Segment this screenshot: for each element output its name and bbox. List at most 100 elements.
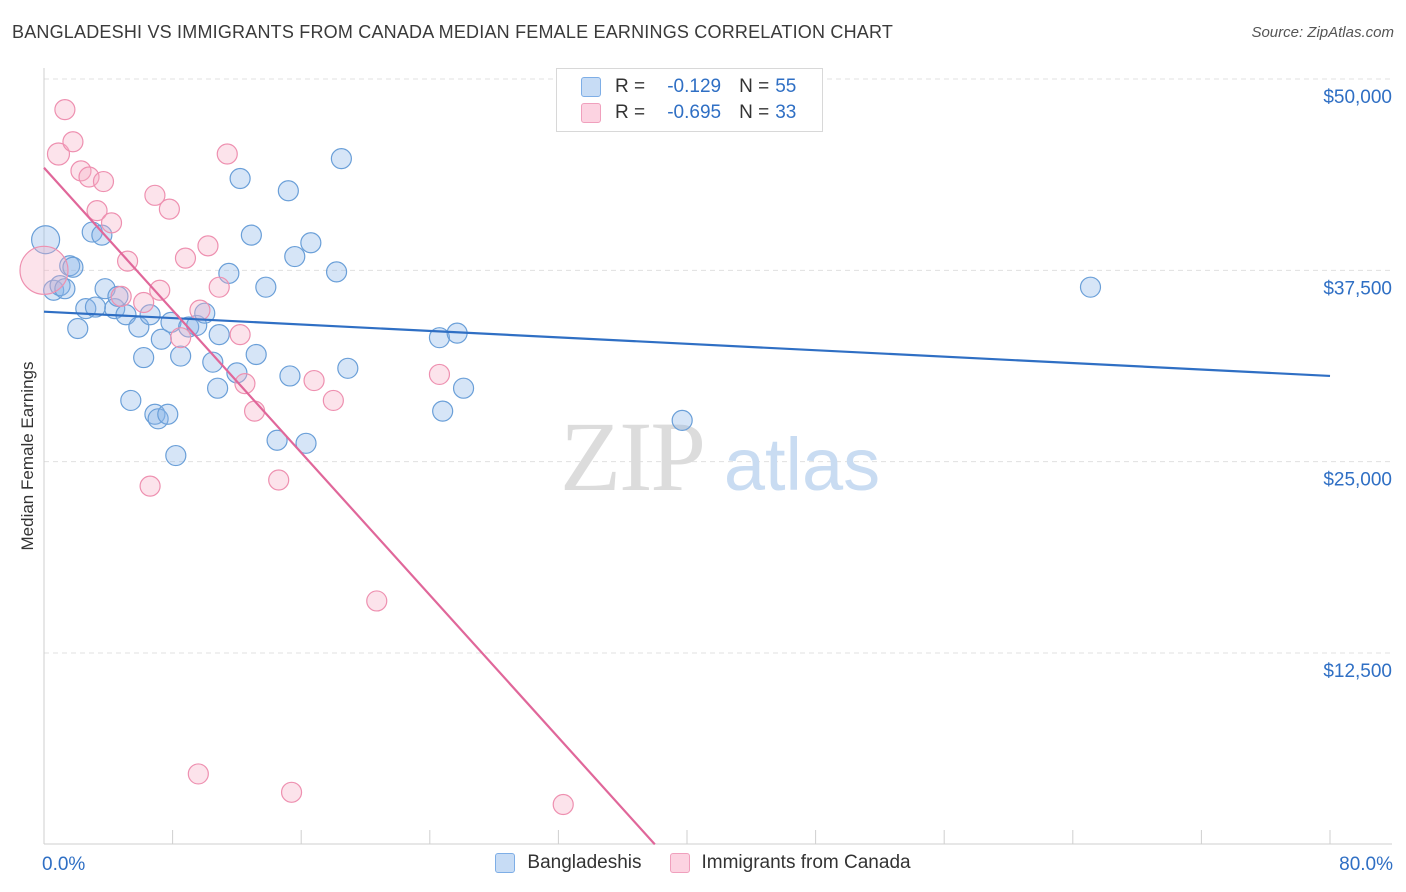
immigrants-point	[552, 793, 574, 816]
immigrants-point	[170, 327, 192, 349]
immigrants-point	[174, 247, 197, 269]
bangladeshis-point	[139, 304, 161, 326]
bangladeshis-point	[170, 345, 192, 367]
legend-label: Bangladeshis	[527, 852, 642, 873]
stats-legend: R = -0.129 N = 55 R = -0.695 N = 33	[556, 68, 823, 132]
bangladeshis-point	[337, 357, 359, 379]
bangladeshis-point	[202, 351, 224, 373]
bangladeshis-point	[671, 409, 693, 431]
immigrants-point	[46, 142, 71, 166]
immigrants-point	[133, 291, 155, 314]
immigrants-point	[92, 170, 115, 193]
bangladeshis-point	[229, 167, 251, 190]
legend-item-immigrants-from-canada: Immigrants from Canada	[669, 852, 911, 874]
r-value: -0.129	[667, 76, 722, 97]
immigrants-point	[243, 400, 266, 422]
bangladeshis-point	[1079, 276, 1102, 298]
bangladeshis-point	[325, 261, 348, 283]
bangladeshis-point	[277, 180, 299, 202]
immigrants-point	[197, 235, 219, 257]
n-label: N =	[739, 102, 770, 123]
tick-labels: $12,500 $25,000 $37,500 $50,000 0.0% 80.0%	[42, 87, 1393, 875]
immigrants-point	[189, 299, 211, 321]
immigrants-point	[100, 212, 123, 234]
immigrants-point	[234, 373, 256, 395]
bangladeshis-point	[284, 245, 306, 268]
immigrants-point	[268, 469, 290, 491]
series-immigrants-from-canada	[19, 99, 574, 816]
y-tick-label: $37,500	[1323, 278, 1392, 299]
r-value: -0.695	[667, 102, 722, 123]
immigrants-point	[62, 131, 84, 153]
immigrants-point	[322, 389, 344, 412]
immigrants-from-canada-swatch	[581, 103, 601, 123]
bangladeshis-point	[452, 377, 475, 399]
data-points	[19, 99, 1102, 816]
immigrants-point	[158, 198, 180, 220]
immigrants-point	[139, 475, 161, 497]
bangladeshis-point	[157, 403, 179, 425]
y-axis-title: Median Female Earnings	[18, 361, 37, 551]
r-label: R =	[615, 76, 646, 97]
bangladeshis-legend-swatch	[495, 853, 516, 873]
axes	[43, 68, 1392, 845]
n-value: 55	[775, 76, 797, 97]
immigrants-point	[229, 324, 251, 346]
bangladeshis-point	[295, 432, 317, 454]
bangladeshis-point	[245, 343, 267, 366]
legend-item-bangladeshis: Bangladeshis	[495, 852, 642, 874]
immigrants-point	[303, 369, 325, 392]
immigrants-point	[19, 245, 69, 295]
source-label: Source: ZipAtlas.com	[1251, 24, 1394, 41]
immigrants-trend-line	[43, 167, 656, 846]
n-value: 33	[775, 102, 797, 123]
bangladeshis-point	[279, 365, 301, 387]
bangladeshis-trend-line	[43, 310, 1331, 378]
bangladeshis-point	[120, 389, 142, 412]
immigrants-point	[216, 143, 238, 165]
immigrants-point	[54, 99, 76, 121]
series-bangladeshis	[31, 147, 1102, 467]
y-tick-label: $50,000	[1323, 87, 1392, 108]
bangladeshis-point	[300, 232, 322, 254]
gridlines	[44, 78, 1392, 654]
immigrants-point	[208, 276, 230, 298]
chart-title: BANGLADESHI VS IMMIGRANTS FROM CANADA ME…	[12, 22, 894, 42]
bangladeshis-point	[330, 147, 352, 170]
bangladeshis-swatch	[581, 77, 601, 97]
immigrants-point	[366, 590, 388, 612]
bangladeshis-point	[54, 278, 76, 300]
immigrants-point	[86, 200, 108, 222]
stats-legend-row-immigrants-from-canada: R = -0.695 N = 33	[581, 101, 796, 125]
watermark-zip: ZIP	[560, 401, 704, 512]
series-legend: Bangladeshis Immigrants from Canada	[0, 852, 1406, 874]
x-tick-label: 80.0%	[1339, 854, 1393, 875]
bangladeshis-point	[240, 224, 262, 246]
watermark-atlas: atlas	[724, 423, 880, 506]
bangladeshis-point	[165, 444, 187, 467]
immigrants-point	[110, 285, 132, 307]
y-tick-label: $12,500	[1323, 661, 1392, 682]
n-label: N =	[739, 76, 770, 97]
bangladeshis-point	[432, 400, 454, 422]
immigrants-point	[149, 279, 171, 301]
bangladeshis-point	[207, 377, 229, 399]
immigrants-point	[144, 184, 166, 206]
watermark: ZIP atlas	[560, 401, 880, 512]
bangladeshis-point	[67, 317, 89, 340]
bangladeshis-point	[133, 346, 155, 369]
y-tick-label: $25,000	[1323, 470, 1392, 491]
x-tick-label: 0.0%	[42, 854, 85, 875]
bangladeshis-point	[208, 324, 230, 346]
legend-label: Immigrants from Canada	[701, 852, 911, 873]
immigrants-point	[280, 781, 303, 803]
stats-legend-row-bangladeshis: R = -0.129 N = 55	[581, 75, 796, 99]
immigrants-point	[187, 763, 209, 785]
bangladeshis-point	[266, 429, 288, 451]
r-label: R =	[615, 102, 646, 123]
bangladeshis-point	[255, 276, 277, 298]
trend-lines	[43, 167, 1331, 846]
immigrants-point	[428, 363, 451, 386]
bangladeshis-point	[104, 298, 126, 320]
